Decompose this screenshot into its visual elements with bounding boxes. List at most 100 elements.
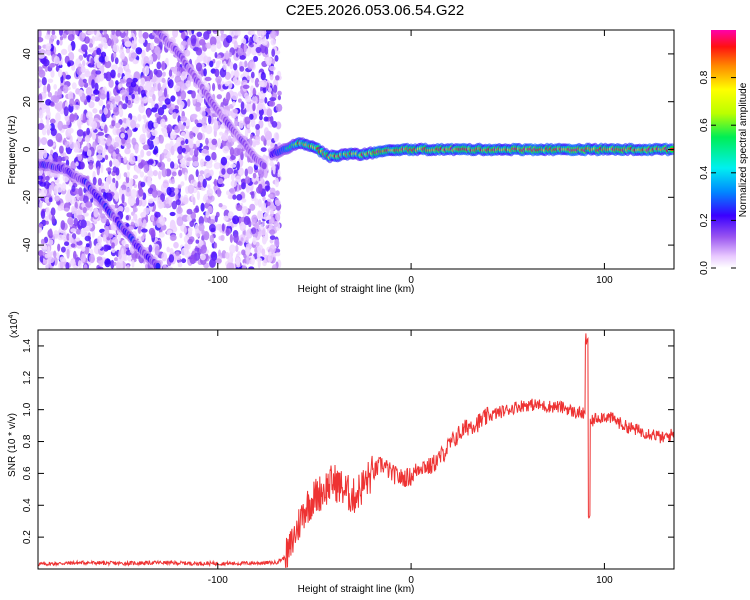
heatmap-noise-cell <box>260 72 266 81</box>
heatmap-noise-cell <box>57 69 63 78</box>
snr-y-tick-label: 1.0 <box>22 402 33 416</box>
heatmap-noise-cell <box>252 141 256 147</box>
heatmap-noise-cell <box>260 135 266 142</box>
heatmap-noise-cell <box>120 89 127 95</box>
heatmap-noise-cell <box>214 52 218 59</box>
heatmap-noise-cell <box>274 239 280 247</box>
heatmap-noise-cell <box>52 95 60 104</box>
heatmap-noise-cell <box>126 171 130 178</box>
heatmap-noise-cell <box>195 140 201 148</box>
heatmap-noise-cell <box>210 44 217 53</box>
heatmap-noise-cell <box>206 30 212 35</box>
heatmap-noise-cell <box>261 38 268 46</box>
heatmap-noise-cell <box>104 258 111 268</box>
heatmap-noise-cell <box>88 43 94 48</box>
heatmap-noise-cell <box>173 84 181 92</box>
heatmap-noise-cell <box>221 132 229 142</box>
heatmap-noise-cell <box>203 168 211 178</box>
heatmap-noise-cell <box>111 120 116 127</box>
colorbar-tick-label: 0.2 <box>699 213 710 227</box>
heatmap-noise-cell <box>38 175 44 180</box>
heatmap-noise-cell <box>241 206 249 215</box>
heatmap-noise-cell <box>95 70 102 75</box>
heatmap-noise-cell <box>116 262 121 269</box>
heatmap-noise-cell <box>67 217 74 226</box>
heatmap-noise-cell <box>176 81 184 87</box>
heatmap-noise-cell <box>140 181 146 188</box>
heatmap-noise-cell <box>107 144 114 154</box>
heatmap-noise-cell <box>69 113 75 123</box>
heatmap-noise-cell <box>170 130 177 140</box>
heatmap-noise-cell <box>175 199 181 206</box>
heatmap-noise-cell <box>186 208 193 215</box>
heatmap-noise-cell <box>59 36 64 41</box>
heatmap-noise-cell <box>58 101 64 110</box>
heatmap-noise-cell <box>189 254 197 265</box>
heatmap-noise-cell <box>271 164 276 171</box>
heatmap-noise-cell <box>113 141 120 148</box>
heatmap-noise-cell <box>245 229 253 239</box>
heatmap-noise-cell <box>140 97 145 108</box>
heatmap-noise-cell <box>273 132 280 142</box>
heatmap-noise-cell <box>268 87 272 93</box>
heatmap-noise-cell <box>225 35 233 44</box>
heatmap-noise-cell <box>121 239 127 246</box>
heatmap-noise-cell <box>230 155 236 161</box>
heatmap-noise-cell <box>97 177 102 186</box>
heatmap-noise-cell <box>114 257 119 262</box>
heatmap-noise-cell <box>107 174 112 185</box>
heatmap-noise-cell <box>249 203 256 211</box>
heatmap-noise-cell <box>46 128 51 136</box>
heatmap-noise-cell <box>166 246 170 253</box>
heatmap-noise-cell <box>255 127 260 137</box>
heatmap-noise-cell <box>97 266 104 269</box>
heatmap-noise-cell <box>221 223 225 232</box>
heatmap-noise-cell <box>43 59 50 67</box>
heatmap-noise-cell <box>225 228 230 237</box>
heatmap-noise-cell <box>195 47 203 56</box>
heatmap-noise-cell <box>64 155 69 161</box>
heatmap-noise-cell <box>115 30 122 37</box>
page-title: C2E5.2026.053.06.54.G22 <box>285 2 465 19</box>
colorbar-tick-label: 0.4 <box>699 165 710 179</box>
heatmap-noise-cell <box>49 228 53 237</box>
heatmap-noise-cell <box>241 265 247 269</box>
heatmap-noise-cell <box>111 64 118 71</box>
heatmap-noise-cell <box>161 60 166 71</box>
heatmap-noise-cell <box>188 140 194 149</box>
heatmap-noise-cell <box>103 30 107 36</box>
heatmap-noise-cell <box>213 162 221 170</box>
heatmap-noise-cell <box>90 57 94 66</box>
heatmap-noise-cell <box>214 68 220 78</box>
heatmap-noise-cell <box>147 138 151 146</box>
heatmap-noise-cell <box>62 32 67 39</box>
heatmap-noise-cell <box>139 171 145 178</box>
heatmap-noise-cell <box>213 242 218 249</box>
heatmap-noise-cell <box>195 205 199 213</box>
heatmap-noise-cell <box>229 234 233 243</box>
heatmap-noise-cell <box>202 149 209 154</box>
heatmap-noise-cell <box>133 213 138 221</box>
heatmap-noise-cell <box>209 36 217 47</box>
heatmap-noise-cell <box>198 39 206 46</box>
heatmap-noise-cell <box>245 255 250 265</box>
heatmap-noise-cell <box>205 125 213 135</box>
heatmap-y-tick-label: 20 <box>22 96 33 108</box>
heatmap-noise-cell <box>132 77 138 83</box>
heatmap-noise-cell <box>87 30 95 35</box>
heatmap-noise-cell <box>181 247 188 256</box>
heatmap-noise-cell <box>244 60 248 68</box>
heatmap-noise-cell <box>73 104 80 111</box>
heatmap-noise-cell <box>147 98 154 104</box>
heatmap-noise-cell <box>129 155 136 165</box>
heatmap-noise-cell <box>142 32 149 39</box>
heatmap-noise-cell <box>142 114 147 120</box>
heatmap-noise-cell <box>166 266 173 269</box>
heatmap-noise-cell <box>88 101 95 109</box>
heatmap-noise-cell <box>94 96 100 102</box>
heatmap-noise-cell <box>233 233 239 243</box>
heatmap-noise-cell <box>145 80 152 91</box>
heatmap-noise-cell <box>53 56 60 65</box>
heatmap-noise-cell <box>96 145 104 154</box>
heatmap-noise-cell <box>110 259 115 269</box>
